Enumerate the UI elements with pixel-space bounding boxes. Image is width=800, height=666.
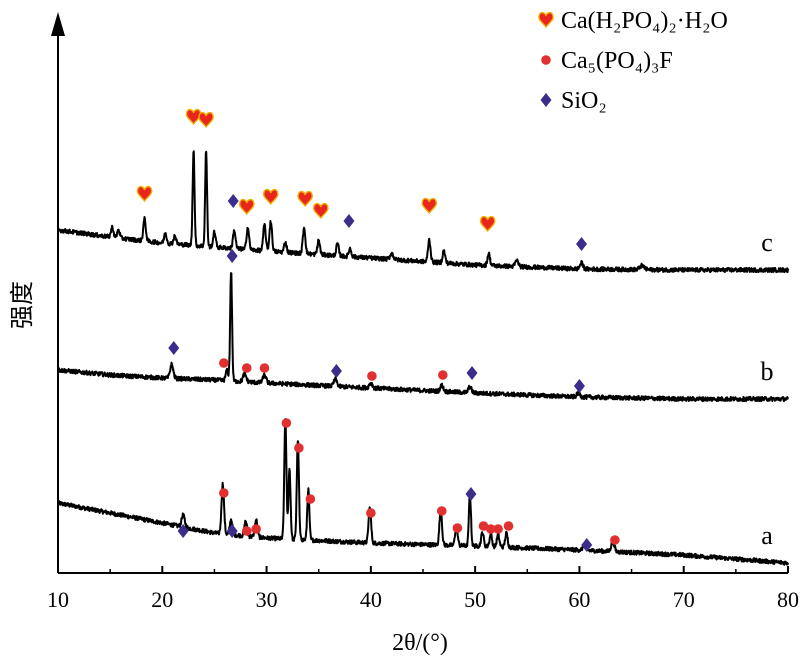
peak-marker-heart <box>238 198 255 216</box>
peak-marker-circle <box>478 521 489 531</box>
trace-a <box>57 418 789 566</box>
diffraction-traces: a b c <box>57 150 789 566</box>
legend-label: Ca(H₂PO₄)₂·H₂O <box>561 8 728 34</box>
peak-marker-heart <box>421 197 438 215</box>
x-tick-label: 10 <box>47 587 69 612</box>
peak-marker-diamond <box>573 379 585 393</box>
peak-marker-circle <box>436 506 447 516</box>
peak-marker-circle <box>219 358 229 368</box>
x-tick-label: 60 <box>568 587 590 612</box>
peak-marker-circle <box>485 524 496 534</box>
x-tick-label: 50 <box>464 587 486 612</box>
peak-marker-circle <box>610 535 620 545</box>
peak-marker-circle <box>452 523 463 533</box>
peak-marker-diamond <box>343 214 355 228</box>
legend-label: SiO₂ <box>561 88 607 114</box>
peak-marker-circle <box>366 508 376 518</box>
peak-marker-circle <box>241 363 252 373</box>
x-tick-label: 70 <box>673 587 695 612</box>
x-tick-label: 20 <box>151 587 173 612</box>
x-tick-label: 30 <box>256 587 278 612</box>
peak-marker-heart <box>297 190 313 208</box>
y-axis-arrow-icon <box>51 12 65 36</box>
peak-marker-diamond <box>227 194 239 208</box>
peak-marker-heart <box>136 185 153 203</box>
peak-marker-circle <box>305 494 316 504</box>
peak-marker-diamond <box>466 366 478 380</box>
peak-marker-circle <box>251 524 261 534</box>
peak-marker-heart <box>479 215 496 233</box>
peak-marker-diamond <box>576 237 588 251</box>
circle-marker-icon <box>541 55 551 65</box>
peak-marker-circle <box>219 488 229 498</box>
peak-marker-diamond <box>581 538 593 552</box>
trace-label-a: a <box>761 521 773 550</box>
peak-marker-circle <box>493 524 503 534</box>
phase-markers <box>136 108 620 552</box>
peak-marker-circle <box>281 418 292 428</box>
peak-marker-circle <box>367 371 377 381</box>
trace-b <box>57 272 789 403</box>
peak-marker-heart <box>312 202 329 220</box>
x-tick-label: 80 <box>777 587 799 612</box>
diamond-marker-icon <box>540 93 552 107</box>
trace-c <box>57 150 789 274</box>
legend-label: Ca₅(PO₄)₃F <box>561 48 673 74</box>
peak-marker-diamond <box>330 364 342 378</box>
x-tick-label: 40 <box>360 587 382 612</box>
peak-marker-circle <box>438 370 448 380</box>
peak-marker-heart <box>262 188 279 206</box>
peak-marker-circle <box>503 521 514 531</box>
x-axis-title: 2θ/(°) <box>392 630 448 656</box>
axes: 10 20 30 40 50 60 70 80 <box>47 12 799 612</box>
peak-marker-heart <box>198 111 214 129</box>
legend: Ca(H₂PO₄)₂·H₂O Ca₅(PO₄)₃F SiO₂ <box>538 8 728 114</box>
peak-marker-diamond <box>226 249 238 263</box>
trace-label-b: b <box>761 357 774 386</box>
peak-marker-circle <box>241 526 252 536</box>
peak-marker-circle <box>259 363 270 373</box>
peak-marker-diamond <box>177 524 189 538</box>
heart-marker-icon <box>538 11 554 29</box>
peak-marker-diamond <box>465 487 477 501</box>
peak-marker-circle <box>294 443 304 453</box>
peak-marker-diamond <box>168 341 180 355</box>
y-axis-title: 强度 <box>8 281 36 329</box>
peak-marker-diamond <box>226 524 238 538</box>
trace-label-c: c <box>761 228 773 257</box>
